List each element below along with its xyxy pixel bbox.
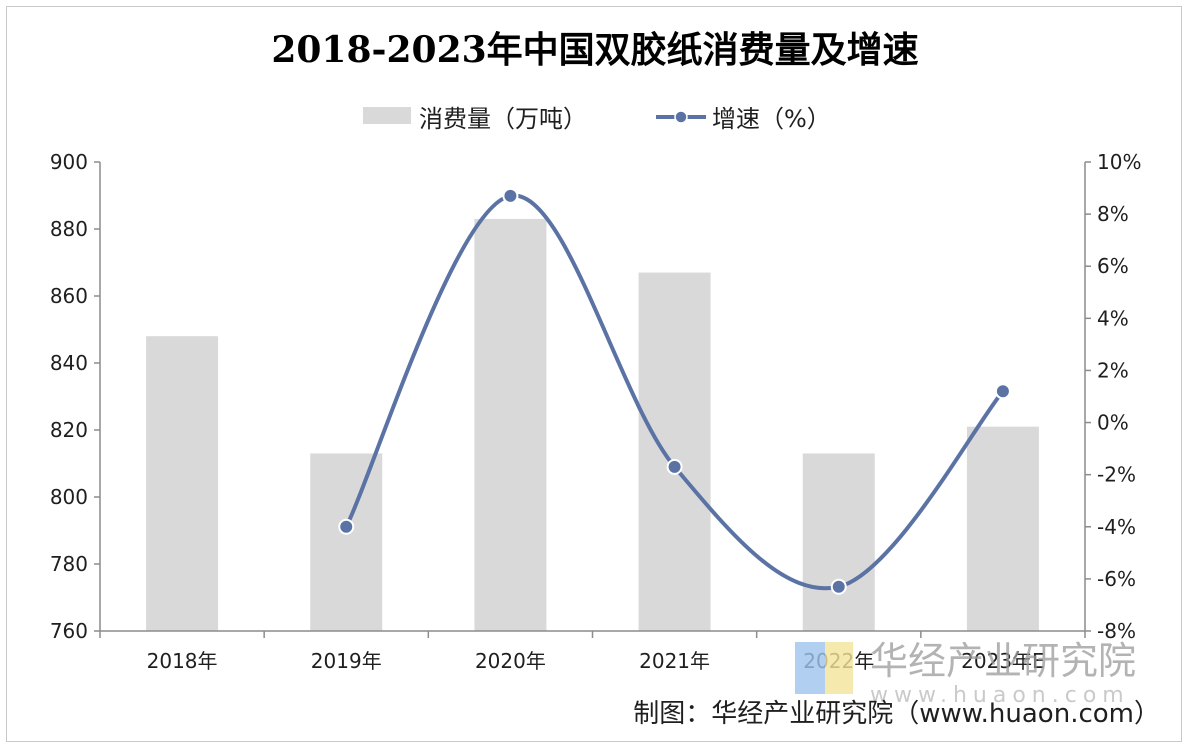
bars-group [146, 218, 1039, 631]
growth-point-5 [994, 383, 1011, 400]
bar-0 [146, 336, 219, 631]
legend-bar-swatch [363, 107, 411, 124]
legend-line-marker [674, 110, 688, 124]
left-tick-label-900: 900 [50, 150, 88, 174]
bar-1 [310, 453, 383, 631]
right-tick-label--6: -6% [1097, 567, 1136, 591]
left-tick-label-860: 860 [50, 284, 88, 308]
left-tick-label-840: 840 [50, 351, 88, 375]
watermark-url: www.huaon.com [870, 683, 1130, 708]
category-label-5: 2023年E [961, 649, 1045, 673]
right-tick-label-2: 2% [1097, 358, 1129, 382]
left-axis-ticks: 760 780 800 820 840 860 880 900 [50, 150, 100, 643]
category-label-3: 2021年 [639, 649, 710, 673]
watermark-logo-blue [795, 642, 825, 694]
growth-point-4 [830, 578, 847, 595]
chart-title: 2018-2023年中国双胶纸消费量及增速 [271, 29, 918, 71]
watermark: 华经产业研究院 www.huaon.com [795, 639, 1136, 708]
left-tick-label-820: 820 [50, 418, 88, 442]
right-tick-label--8: -8% [1097, 619, 1136, 643]
source-note: 制图：华经产业研究院（www.huaon.com） [633, 699, 1160, 729]
right-tick-label-0: 0% [1097, 411, 1129, 435]
right-tick-label-4: 4% [1097, 306, 1129, 330]
growth-point-3 [666, 458, 683, 475]
growth-line-group [338, 187, 1011, 595]
right-tick-label--2: -2% [1097, 463, 1136, 487]
bar-2 [474, 218, 547, 631]
category-label-2: 2020年 [475, 649, 546, 673]
legend-bar-label: 消费量（万吨） [419, 105, 587, 133]
left-tick-label-800: 800 [50, 485, 88, 509]
right-tick-label--4: -4% [1097, 515, 1136, 539]
category-label-1: 2019年 [311, 649, 382, 673]
growth-point-1 [338, 518, 355, 535]
bar-5 [966, 426, 1039, 631]
growth-point-2 [502, 187, 519, 204]
left-tick-label-780: 780 [50, 552, 88, 576]
right-tick-label-6: 6% [1097, 254, 1129, 278]
bar-3 [638, 272, 711, 631]
legend-line-label: 增速（%） [712, 105, 831, 133]
watermark-brand: 华经产业研究院 [870, 639, 1136, 683]
watermark-logo-yellow [825, 642, 853, 694]
right-tick-label-10: 10% [1097, 150, 1141, 174]
legend: 消费量（万吨） 增速（%） [363, 105, 831, 133]
left-tick-label-880: 880 [50, 217, 88, 241]
axes-group [99, 162, 1086, 638]
category-label-0: 2018年 [147, 649, 218, 673]
bar-4 [802, 453, 875, 631]
right-tick-label-8: 8% [1097, 202, 1129, 226]
left-tick-label-760: 760 [50, 619, 88, 643]
growth-line [344, 193, 1005, 591]
right-axis-ticks: -8% -6% -4% -2% 0% 2% 4% 6% 8% 10% [1085, 150, 1141, 643]
chart-frame [6, 6, 1182, 742]
